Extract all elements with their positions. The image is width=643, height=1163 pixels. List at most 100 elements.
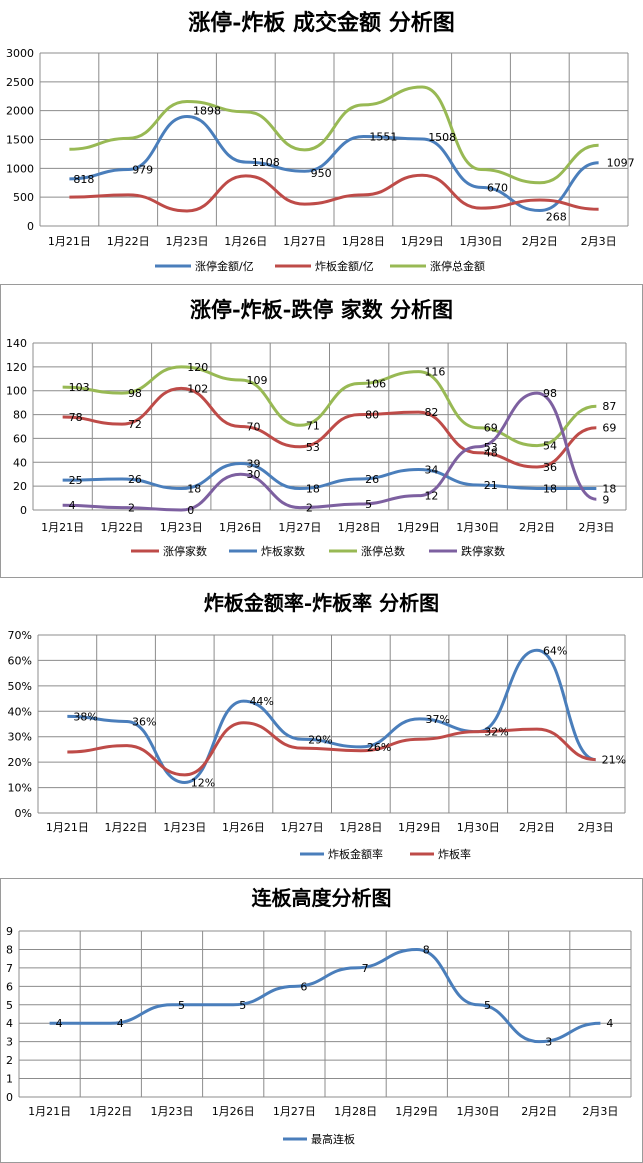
data-label: 26%: [367, 741, 391, 754]
legend-entry: 跌停家数: [461, 544, 505, 558]
data-label: 26: [128, 473, 142, 486]
data-label: 18: [543, 483, 557, 496]
y-tick-label: 2: [6, 1054, 13, 1067]
x-tick-label: 1月28日: [338, 521, 381, 534]
data-label: 87: [602, 400, 616, 413]
series-line-3: [62, 391, 597, 512]
y-tick-label: 80: [13, 409, 27, 422]
series-line-1: [62, 461, 597, 491]
data-label: 30: [247, 468, 261, 481]
x-tick-label: 1月23日: [151, 1105, 194, 1118]
data-label: 1508: [428, 131, 456, 144]
x-tick-label: 1月30日: [460, 235, 503, 248]
x-tick-label: 1月22日: [107, 235, 150, 248]
x-tick-label: 2月2日: [521, 1105, 557, 1118]
y-tick-label: 1: [6, 1073, 13, 1086]
data-label: 120: [187, 361, 208, 374]
x-tick-label: 1月27日: [283, 235, 326, 248]
data-label: 53: [484, 441, 498, 454]
data-label: 71: [306, 419, 320, 432]
data-label: 5: [484, 999, 491, 1012]
y-tick-label: 70%: [8, 629, 32, 642]
y-tick-label: 6: [6, 980, 13, 993]
data-label: 25: [69, 474, 83, 487]
legend-entry: 炸板家数: [261, 544, 305, 558]
x-tick-label: 1月22日: [100, 521, 143, 534]
data-label: 48: [484, 447, 498, 460]
chart-turnover: 涨停-炸板 成交金额 分析图 0 500 1000 1500 2000 2500 3000 1月…: [0, 0, 643, 284]
data-label: 0: [187, 504, 194, 517]
data-label: 44%: [249, 695, 273, 708]
y-tick-label: 2000: [6, 105, 34, 118]
legend-entry: 涨停总金额: [430, 259, 485, 273]
data-label: 268: [546, 211, 567, 224]
y-tick-label: 0%: [15, 807, 32, 820]
data-label: 37%: [426, 713, 450, 726]
y-tick-label: 20: [13, 480, 27, 493]
legend-entry: 炸板金额率: [328, 847, 383, 861]
chart-turnover-svg: 涨停-炸板 成交金额 分析图 0 500 1000 1500 2000 2500 3000 1月…: [6, 10, 635, 273]
data-label: 54: [543, 440, 557, 453]
data-label: 12%: [191, 776, 215, 789]
x-tick-label: 2月3日: [582, 1105, 618, 1118]
data-label: 9: [602, 493, 609, 506]
x-tick-label: 1月29日: [395, 1105, 438, 1118]
y-tick-label: 3000: [6, 47, 34, 60]
data-label: 4: [117, 1017, 124, 1030]
data-label: 69: [602, 422, 616, 435]
y-tick-label: 10%: [8, 782, 32, 795]
y-tick-label: 4: [6, 1017, 13, 1030]
x-tick-label: 1月30日: [456, 521, 499, 534]
x-tick-label: 2月2日: [519, 821, 555, 834]
x-tick-label: 1月30日: [457, 821, 500, 834]
chart-title: 涨停-炸板-跌停 家数 分析图: [190, 297, 453, 322]
x-tick-label: 1月23日: [163, 821, 206, 834]
data-label: 670: [487, 181, 508, 194]
series-line-0: [49, 947, 601, 1044]
data-label: 102: [187, 382, 208, 395]
y-tick-label: 3: [6, 1036, 13, 1049]
y-tick-label: 0: [20, 504, 27, 517]
x-tick-label: 2月2日: [519, 521, 555, 534]
x-tick-label: 1月26日: [212, 1105, 255, 1118]
data-label: 78: [69, 411, 83, 424]
data-label: 32%: [484, 726, 508, 739]
x-tick-label: 2月2日: [522, 235, 558, 248]
data-label: 2: [128, 502, 135, 515]
data-label: 5: [365, 498, 372, 511]
x-tick-label: 1月28日: [339, 821, 382, 834]
data-label: 12: [424, 490, 438, 503]
data-label: 2: [306, 502, 313, 515]
legend-entry: 炸板率: [438, 847, 471, 861]
x-tick-label: 1月27日: [281, 821, 324, 834]
y-tick-label: 9: [6, 925, 13, 938]
data-label: 1898: [193, 105, 221, 118]
y-tick-label: 60: [13, 432, 27, 445]
x-tick-label: 1月23日: [160, 521, 203, 534]
x-tick-label: 1月26日: [219, 521, 262, 534]
y-tick-label: 120: [6, 361, 27, 374]
y-tick-label: 140: [6, 337, 27, 350]
data-label: 80: [365, 409, 379, 422]
y-tick-label: 40: [13, 456, 27, 469]
data-label: 69: [484, 422, 498, 435]
data-label: 950: [311, 167, 332, 180]
y-tick-label: 50%: [8, 680, 32, 693]
data-label: 26: [365, 473, 379, 486]
data-label: 103: [69, 381, 90, 394]
legend-entry: 炸板金额/亿: [315, 259, 374, 273]
data-label: 34: [424, 463, 438, 476]
x-tick-label: 1月21日: [28, 1105, 71, 1118]
y-tick-label: 5: [6, 999, 13, 1012]
data-label: 8: [423, 943, 430, 956]
chart-rates-svg: 炸板金额率-炸板率 分析图 0% 10% 20% 30% 40% 50% 60% 70% 1月21…: [8, 591, 627, 861]
x-tick-label: 1月22日: [89, 1105, 132, 1118]
data-label: 5: [178, 999, 185, 1012]
x-tick-label: 1月26日: [224, 235, 267, 248]
y-tick-label: 100: [6, 385, 27, 398]
data-label: 109: [247, 374, 268, 387]
x-tick-label: 1月21日: [46, 821, 89, 834]
data-label: 39: [247, 457, 261, 470]
data-label: 82: [424, 406, 438, 419]
